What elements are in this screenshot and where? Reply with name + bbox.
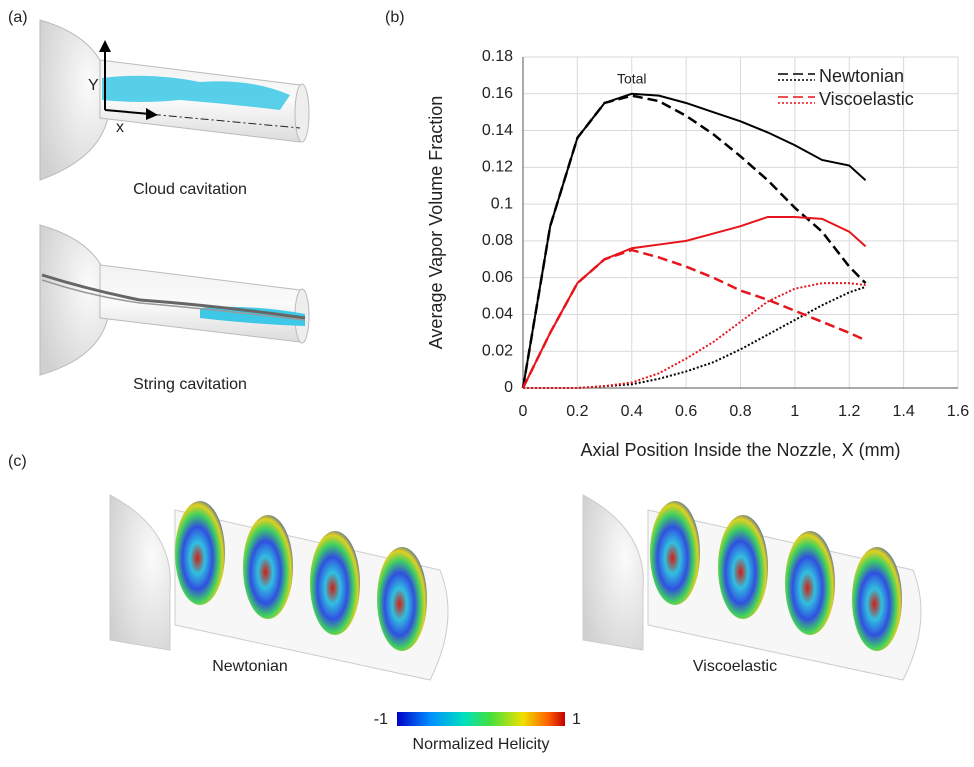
nozzle-illustration (39, 19, 310, 181)
y-tick-label: 0.02 (482, 342, 513, 359)
y-tick-label: 0.06 (482, 269, 513, 286)
data-line (522, 215, 867, 389)
caption: Newtonian (212, 658, 288, 675)
colorbar (397, 712, 565, 726)
caption: Viscoelastic (693, 658, 777, 675)
helicity-illustration (582, 494, 922, 681)
y-tick-label: 0.04 (482, 306, 513, 323)
colorbar-max: 1 (572, 711, 581, 728)
axis-label: x (116, 119, 124, 136)
colorbar-label: Normalized Helicity (413, 736, 550, 753)
y-tick-label: 0 (504, 379, 513, 396)
data-line (521, 248, 867, 389)
x-tick-label: 1.6 (947, 403, 969, 420)
helicity-illustration (109, 494, 449, 681)
y-tick-label: 0.14 (482, 122, 513, 139)
y-tick-label: 0.1 (491, 195, 513, 212)
caption: String cavitation (133, 376, 247, 393)
x-tick-label: 1.4 (893, 403, 915, 420)
x-tick-label: 1.2 (838, 403, 860, 420)
caption: Cloud cavitation (133, 181, 247, 198)
panel-label: (c) (8, 453, 27, 470)
x-tick-label: 0.8 (729, 403, 751, 420)
x-tick-label: 0.2 (566, 403, 588, 420)
data-line (521, 94, 867, 389)
nozzle-illustration (39, 224, 310, 376)
legend-label: Newtonian (819, 66, 904, 86)
x-tick-label: 0.4 (621, 403, 643, 420)
data-line (523, 282, 866, 389)
x-tick-label: 0.6 (675, 403, 697, 420)
y-tick-label: 0.18 (482, 48, 513, 65)
y-axis-title: Average Vapor Volume Fraction (426, 96, 446, 349)
line-chart: 0 0.02 0.04 0.06 0.08 0.1 0.12 0.14 0.16 0.18 0 0.2… (426, 48, 969, 460)
axis-label: Y (88, 77, 99, 94)
x-tick-label: 0 (519, 403, 528, 420)
colorbar-min: -1 (374, 711, 388, 728)
y-tick-label: 0.08 (482, 232, 513, 249)
legend-label: Viscoelastic (819, 89, 914, 109)
y-tick-label: 0.12 (482, 159, 513, 176)
x-tick-label: 1 (790, 403, 799, 420)
annotation: Total (617, 70, 647, 86)
y-tick-label: 0.16 (482, 85, 513, 102)
panel-label: (a) (8, 9, 28, 26)
panel-label: (b) (385, 9, 405, 26)
data-line (523, 285, 866, 389)
x-axis-title: Axial Position Inside the Nozzle, X (mm) (580, 440, 900, 460)
